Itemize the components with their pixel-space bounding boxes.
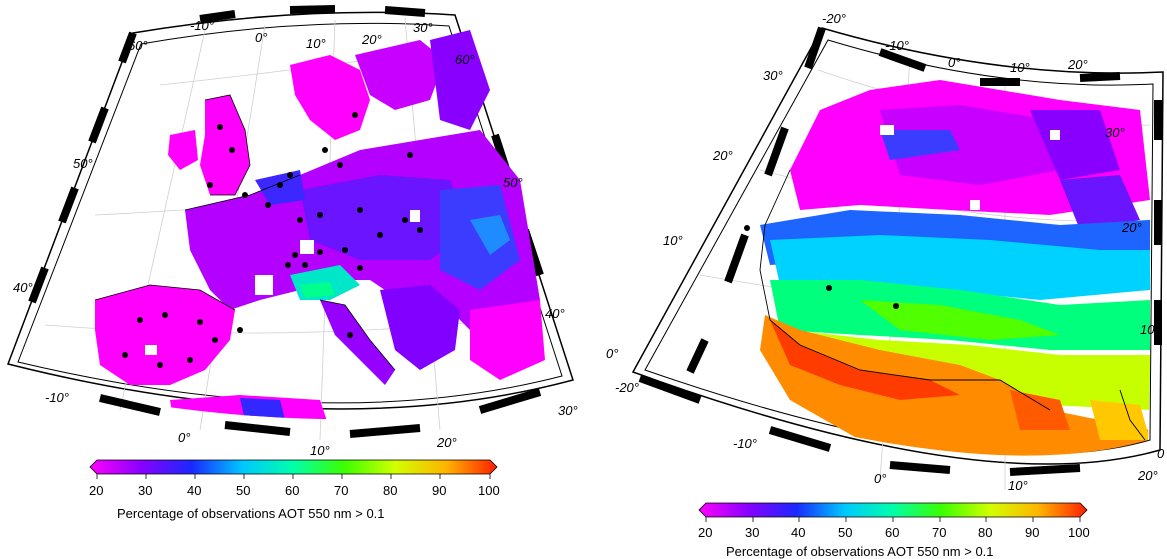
africa-aot-field: [760, 80, 1150, 456]
europe-lon-labels-top: -10° 0° 10° 20° 30°: [190, 18, 433, 51]
lon-label: 20°: [1067, 57, 1088, 72]
lat-label: 30°: [763, 68, 783, 83]
lon-label: -10°: [190, 18, 214, 33]
lat-label: 60°: [455, 52, 475, 67]
colorbar-tick: 20: [698, 525, 712, 540]
lon-label: -20°: [615, 380, 639, 395]
colorbar-tick: 50: [236, 483, 250, 498]
lat-label: 10°: [663, 233, 683, 248]
europe-stations: [122, 112, 513, 405]
colorbar-tick: 100: [478, 483, 500, 498]
lon-label: 30°: [413, 20, 433, 35]
lat-label: 10°: [1140, 322, 1160, 337]
lon-label: 0°: [948, 55, 960, 70]
lon-label: -10°: [45, 390, 69, 405]
lat-label: 20°: [1121, 220, 1142, 235]
colorbar-title: Percentage of observations AOT 550 nm > …: [726, 544, 994, 559]
colorbar-tick: 90: [1025, 525, 1039, 540]
panel-west-africa: -20° -10° 0° 10° 20° -20° -10° 0° 10° 20…: [606, 11, 1165, 559]
colorbar-tick: 70: [932, 525, 946, 540]
europe-lon-labels-bottom: -10° 0° 10° 20° 30°: [45, 390, 578, 458]
africa-colorbar: 20 30 40 50 60 70 80 90 100 Percentage o…: [698, 502, 1090, 559]
lon-label: -20°: [822, 11, 846, 26]
lat-label: 0°: [606, 346, 618, 361]
lon-label: 10°: [306, 36, 326, 51]
colorbar-tick: 80: [978, 525, 992, 540]
colorbar-tick: 40: [791, 525, 805, 540]
africa-coastlines: [759, 169, 1146, 441]
colorbar-tick: 20: [89, 483, 103, 498]
lon-label: 10°: [1010, 60, 1030, 75]
lon-label: 10°: [1008, 478, 1028, 493]
africa-lat-labels-right: 30° 20° 10° 0: [1105, 125, 1165, 461]
lat-label: 0: [1157, 446, 1165, 461]
lat-label: 20°: [712, 148, 733, 163]
colorbar-tick: 100: [1068, 525, 1090, 540]
lat-label: 50°: [503, 175, 523, 190]
colorbar-tick: 60: [885, 525, 899, 540]
colorbar-tick: 30: [138, 483, 152, 498]
colorbar-tick: 50: [838, 525, 852, 540]
colorbar-tick: 70: [334, 483, 348, 498]
colorbar-tick: 30: [745, 525, 759, 540]
lon-label: 0°: [255, 30, 267, 45]
lon-label: -10°: [885, 38, 909, 53]
colorbar-tick: 40: [187, 483, 201, 498]
lon-label: 20°: [361, 32, 382, 47]
panel-europe: -10° 0° 10° 20° 30° -10° 0° 10° 20° 30° …: [7, 5, 578, 521]
europe-lat-labels-right: 60° 50° 40°: [455, 52, 565, 321]
africa-lon-labels-top: -20° -10° 0° 10° 20°: [822, 11, 1088, 75]
lon-label: -10°: [733, 436, 757, 451]
lon-label: 0°: [874, 471, 886, 486]
lon-label: 30°: [558, 403, 578, 418]
africa-lat-labels-left: 30° 20° 10° 0°: [606, 68, 783, 361]
lon-label: 20°: [436, 435, 457, 450]
europe-lat-labels-left: 60° 50° 40°: [13, 38, 148, 295]
lat-label: 50°: [73, 156, 93, 171]
lon-label: 10°: [310, 443, 330, 458]
africa-frame-ticks: [638, 26, 1162, 476]
europe-colorbar: 20 30 40 50 60 70 80 90 100 Percentage o…: [89, 459, 500, 521]
lat-label: 30°: [1105, 125, 1125, 140]
europe-aot-field: [95, 30, 545, 420]
lon-label: 20°: [1137, 468, 1158, 483]
lon-label: 0°: [178, 430, 190, 445]
colorbar-title: Percentage of observations AOT 550 nm > …: [117, 506, 385, 521]
colorbar-tick: 80: [383, 483, 397, 498]
colorbar-tick: 60: [285, 483, 299, 498]
lat-label: 40°: [545, 306, 565, 321]
lat-label: 40°: [13, 280, 33, 295]
lat-label: 60°: [128, 38, 148, 53]
colorbar-tick: 90: [432, 483, 446, 498]
europe-coastlines: [94, 94, 396, 371]
africa-lon-labels-bottom: -20° -10° 0° 10° 20°: [615, 380, 1158, 493]
africa-stations: [744, 225, 899, 309]
